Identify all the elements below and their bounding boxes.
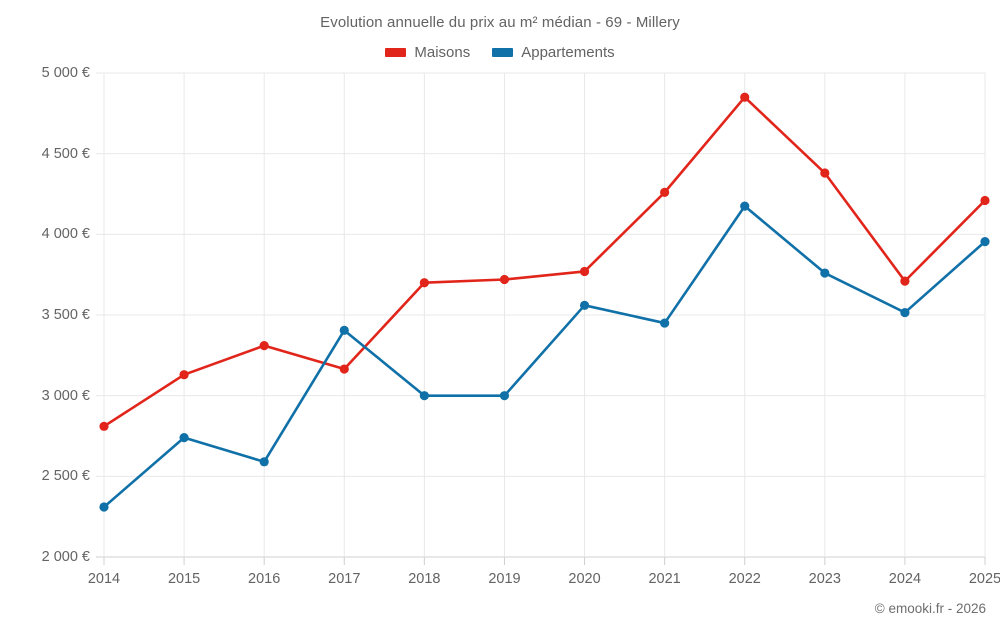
series-line-appartements	[102, 204, 987, 509]
data-point-maisons-2020[interactable]	[579, 266, 590, 277]
data-point-appartements-2014[interactable]	[99, 502, 109, 512]
legend-label-appartements: Appartements	[521, 44, 615, 61]
y-tick-label: 2 500 €	[41, 468, 90, 485]
x-tick-label-2025: 2025	[968, 571, 1000, 587]
data-point-maisons-2018[interactable]	[419, 278, 429, 288]
data-point-maisons-2017[interactable]	[339, 364, 349, 374]
data-point-appartements-2020[interactable]	[579, 300, 590, 310]
data-point-appartements-2025[interactable]	[980, 236, 990, 247]
data-point-appartements-2015[interactable]	[179, 433, 189, 443]
x-tick-label-2018: 2018	[408, 571, 441, 587]
chart-legend: Maisons Appartements	[0, 44, 1000, 61]
x-tick-label-2023: 2023	[808, 571, 841, 587]
series-line-maisons	[102, 95, 987, 428]
data-point-maisons-2025[interactable]	[980, 195, 990, 206]
data-point-maisons-2015[interactable]	[179, 370, 189, 380]
data-point-appartements-2019[interactable]	[499, 391, 510, 401]
x-tick-label-2019: 2019	[488, 571, 521, 587]
data-point-appartements-2021[interactable]	[660, 318, 670, 328]
x-tick-label-2016: 2016	[248, 571, 281, 587]
y-tick-label: 2 000 €	[41, 549, 90, 565]
y-tick-label: 4 000 €	[41, 226, 90, 243]
data-point-appartements-2018[interactable]	[419, 391, 429, 401]
x-tick-label-2015: 2015	[167, 571, 201, 587]
data-point-appartements-2023[interactable]	[820, 268, 830, 278]
data-point-appartements-2017[interactable]	[339, 325, 349, 335]
y-tick-label: 3 500 €	[41, 307, 90, 323]
legend-swatch-maisons	[385, 48, 407, 57]
legend-label-maisons: Maisons	[414, 44, 471, 61]
legend-item-maisons[interactable]: Maisons	[385, 44, 470, 61]
chart-title: Evolution annuelle du prix au m² médian …	[320, 14, 680, 31]
x-tick-label-2014: 2014	[87, 571, 121, 587]
data-point-maisons-2023[interactable]	[820, 168, 830, 178]
x-tick-label-2021: 2021	[648, 571, 681, 587]
legend-item-appartements[interactable]: Appartements	[492, 44, 615, 61]
x-tick-label-2017: 2017	[328, 571, 361, 587]
x-tick-label-2022: 2022	[728, 571, 761, 587]
data-point-maisons-2022[interactable]	[740, 92, 750, 102]
x-tick-label-2020: 2020	[568, 571, 601, 587]
data-point-maisons-2021[interactable]	[660, 187, 670, 197]
footer-credit: © emooki.fr - 2026	[874, 601, 986, 616]
data-point-maisons-2016[interactable]	[259, 341, 269, 351]
data-point-appartements-2024[interactable]	[900, 307, 910, 318]
x-tick-label-2024: 2024	[888, 571, 922, 587]
data-point-maisons-2024[interactable]	[900, 276, 910, 286]
data-point-maisons-2019[interactable]	[499, 274, 510, 285]
data-point-maisons-2014[interactable]	[99, 421, 109, 431]
y-tick-label: 4 500 €	[41, 145, 90, 162]
y-tick-label: 5 000 €	[41, 65, 90, 81]
data-point-appartements-2016[interactable]	[259, 457, 269, 467]
legend-swatch-appartements	[492, 48, 514, 57]
data-point-appartements-2022[interactable]	[740, 201, 750, 211]
y-tick-label: 3 000 €	[41, 387, 90, 404]
